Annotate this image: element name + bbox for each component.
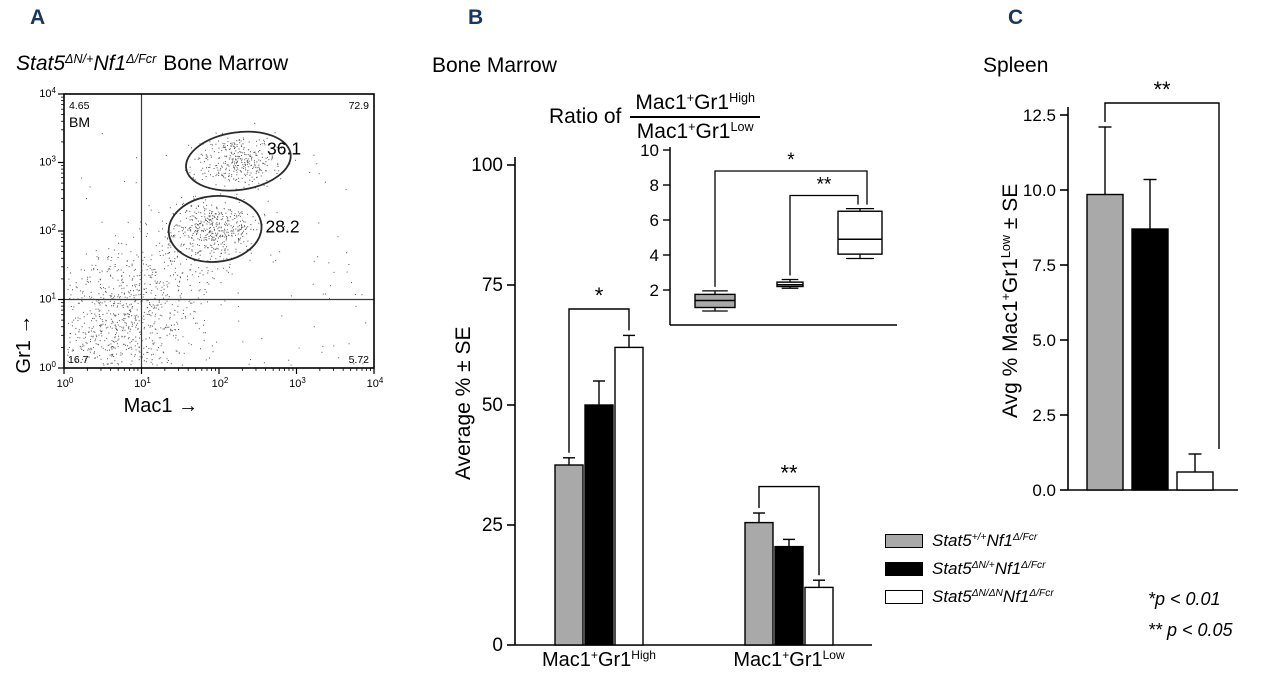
ratio-fraction: Mac1+Gr1High Mac1+Gr1Low	[630, 90, 761, 144]
legend-item-white: Stat5ΔN/ΔNNf1Δ/Fcr	[885, 583, 1054, 611]
svg-text:*: *	[595, 283, 604, 308]
x-category-label-mac1gr1low: Mac1+Gr1Low	[733, 648, 845, 671]
svg-text:102: 102	[39, 223, 56, 237]
svg-text:100: 100	[471, 155, 503, 176]
svg-text:2.5: 2.5	[1032, 406, 1056, 425]
legend: Stat5+/+Nf1Δ/Fcr Stat5ΔN/+Nf1Δ/Fcr Stat5…	[885, 527, 1054, 611]
svg-text:4.65: 4.65	[69, 100, 90, 112]
svg-text:**: **	[1153, 77, 1171, 102]
svg-text:104: 104	[39, 86, 56, 100]
svg-text:*: *	[787, 150, 795, 171]
svg-text:16.7: 16.7	[68, 354, 89, 366]
svg-text:10.0: 10.0	[1023, 181, 1056, 200]
gene-nf1: Nf1	[93, 52, 127, 75]
svg-text:102: 102	[212, 376, 229, 390]
svg-text:Mac1 →: Mac1 →	[124, 395, 198, 417]
svg-text:6: 6	[650, 211, 659, 230]
ratio-numerator: Mac1+Gr1High	[630, 90, 761, 119]
gene-nf1-superscript: Δ/Fcr	[126, 52, 157, 67]
panel-c-label: C	[1008, 6, 1024, 29]
svg-text:BM: BM	[69, 114, 90, 130]
svg-text:36.1: 36.1	[267, 138, 301, 158]
svg-text:100: 100	[39, 360, 56, 374]
significance-key: *p < 0.01 ** p < 0.05	[1148, 584, 1233, 646]
pnote-double-star: ** p < 0.05	[1148, 620, 1233, 640]
svg-text:4: 4	[650, 246, 659, 265]
panel-a-title: Stat5ΔN/+Nf1Δ/Fcr Bone Marrow	[16, 52, 288, 76]
svg-text:8: 8	[650, 176, 659, 195]
svg-text:**: **	[817, 175, 832, 196]
svg-text:25: 25	[482, 515, 503, 536]
legend-label-gray: Stat5+/+Nf1Δ/Fcr	[932, 531, 1038, 550]
svg-text:0: 0	[492, 635, 503, 656]
svg-text:12.5: 12.5	[1023, 106, 1056, 125]
svg-text:101: 101	[39, 292, 56, 306]
legend-item-gray: Stat5+/+Nf1Δ/Fcr	[885, 527, 1054, 555]
pnote-star: *p < 0.01	[1148, 589, 1221, 609]
ratio-denominator: Mac1+Gr1Low	[636, 120, 754, 144]
svg-text:72.9: 72.9	[349, 100, 370, 112]
legend-swatch-white	[885, 590, 923, 604]
svg-text:100: 100	[57, 376, 74, 390]
gene-stat5-superscript: ΔN/+	[65, 52, 94, 67]
svg-text:28.2: 28.2	[266, 216, 300, 236]
legend-label-white: Stat5ΔN/ΔNNf1Δ/Fcr	[932, 587, 1054, 606]
svg-text:5.72: 5.72	[349, 354, 370, 366]
svg-text:5.0: 5.0	[1032, 331, 1056, 350]
svg-text:7.5: 7.5	[1032, 256, 1056, 275]
svg-text:Gr1 →: Gr1 →	[13, 315, 35, 374]
legend-item-black: Stat5ΔN/+Nf1Δ/Fcr	[885, 555, 1054, 583]
svg-text:101: 101	[134, 376, 151, 390]
inset-ratio-title: Ratio of Mac1+Gr1High Mac1+Gr1Low	[549, 90, 761, 144]
legend-swatch-gray	[885, 534, 923, 548]
panel-a-label: A	[30, 6, 46, 29]
svg-text:104: 104	[367, 376, 384, 390]
svg-text:0.0: 0.0	[1032, 481, 1056, 500]
x-category-label-mac1gr1high: Mac1+Gr1High	[542, 648, 656, 671]
panel-b-title: Bone Marrow	[432, 54, 557, 77]
panel-b-label: B	[468, 6, 484, 29]
svg-text:103: 103	[289, 376, 306, 390]
svg-text:**: **	[780, 461, 798, 486]
svg-text:50: 50	[482, 395, 503, 416]
svg-text:10: 10	[640, 141, 659, 160]
legend-label-black: Stat5ΔN/+Nf1Δ/Fcr	[932, 559, 1046, 578]
svg-text:103: 103	[39, 155, 56, 169]
panel-c-title: Spleen	[983, 54, 1049, 77]
legend-swatch-black	[885, 562, 923, 576]
panel-a-title-rest: Bone Marrow	[163, 52, 289, 75]
ratio-prefix: Ratio of	[549, 105, 622, 129]
gene-stat5: Stat5	[16, 52, 66, 75]
svg-text:75: 75	[482, 275, 503, 296]
spleen-bar-chart: 0.0 2.5 5.0 7.5 10.0 12.5 **	[1023, 77, 1238, 500]
svg-text:2: 2	[650, 281, 659, 300]
